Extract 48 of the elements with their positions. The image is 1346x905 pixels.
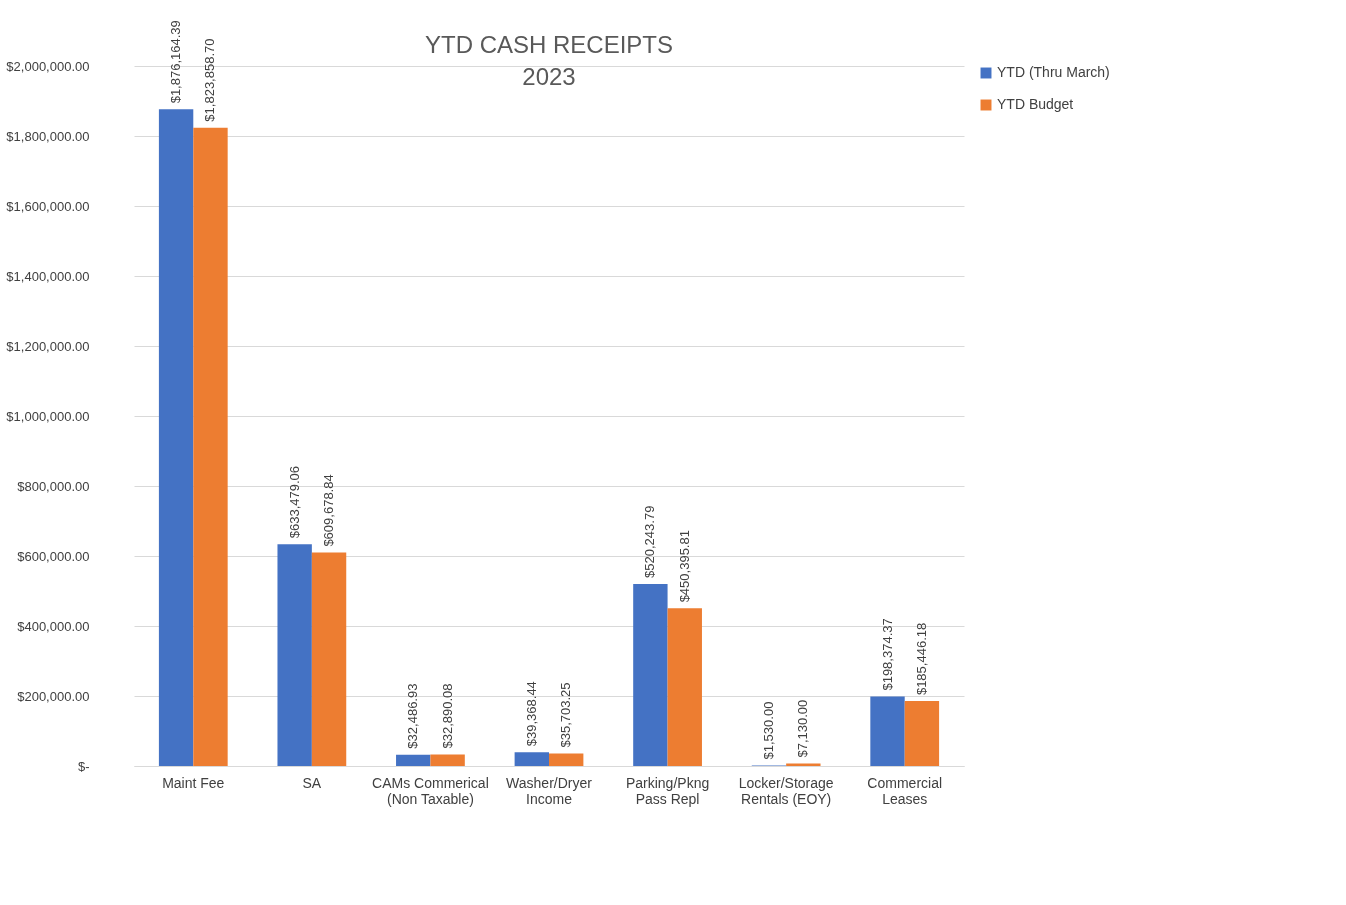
data-label: $1,530.00 — [760, 701, 776, 760]
y-tick-label: $- — [77, 758, 90, 774]
x-tick-label: SA — [302, 774, 322, 791]
y-tick-label: $2,000,000.00 — [6, 58, 90, 74]
bar — [549, 753, 584, 766]
y-tick-label: $1,600,000.00 — [6, 198, 90, 214]
y-tick-label: $800,000.00 — [17, 478, 90, 494]
x-tick-label: Locker/Storage Rentals (EOY) — [738, 774, 834, 807]
data-label: $35,703.25 — [558, 682, 574, 748]
bar — [904, 701, 940, 766]
x-tick-label: Parking/Pkng Pass Repl — [625, 774, 710, 807]
chart-title: YTD CASH RECEIPTS — [424, 31, 674, 59]
y-tick-label: $600,000.00 — [17, 548, 90, 564]
bar — [396, 754, 431, 766]
bar — [633, 583, 668, 766]
data-label: $1,876,164.39 — [168, 20, 184, 104]
legend-label: YTD (Thru March) — [997, 64, 1110, 80]
x-tick-label: CAMs Commerical (Non Taxable) — [372, 774, 489, 807]
y-tick-label: $200,000.00 — [17, 688, 90, 704]
bar — [311, 552, 347, 766]
data-label: $450,395.81 — [676, 530, 692, 603]
data-label: $633,479.06 — [286, 465, 302, 539]
data-label: $7,130.00 — [795, 699, 811, 758]
data-label: $520,243.79 — [642, 505, 658, 578]
data-label: $1,823,858.70 — [202, 38, 218, 122]
chart-subtitle: 2023 — [522, 63, 576, 91]
bar — [158, 109, 194, 766]
bar — [870, 696, 905, 766]
y-tick-label: $400,000.00 — [17, 618, 90, 634]
y-tick-label: $1,800,000.00 — [6, 128, 90, 144]
bar — [667, 608, 702, 766]
data-label: $32,486.93 — [405, 683, 421, 749]
legend-label: YTD Budget — [997, 96, 1074, 112]
y-tick-label: $1,200,000.00 — [6, 338, 90, 354]
bar — [277, 544, 312, 766]
bar — [193, 127, 228, 766]
data-label: $609,678.84 — [321, 474, 337, 547]
data-label: $198,374.37 — [879, 618, 895, 691]
y-tick-label: $1,000,000.00 — [6, 408, 90, 424]
y-tick-label: $1,400,000.00 — [6, 268, 90, 284]
x-tick-label: Maint Fee — [162, 774, 225, 791]
data-label: $185,446.18 — [913, 622, 929, 696]
data-label: $32,890.08 — [439, 683, 455, 749]
bar — [430, 754, 465, 766]
x-tick-label: Washer/Dryer Income — [506, 774, 593, 807]
bar — [514, 752, 549, 766]
x-tick-label: Commercial Leases — [867, 774, 943, 807]
data-label: $39,368.44 — [523, 681, 539, 747]
